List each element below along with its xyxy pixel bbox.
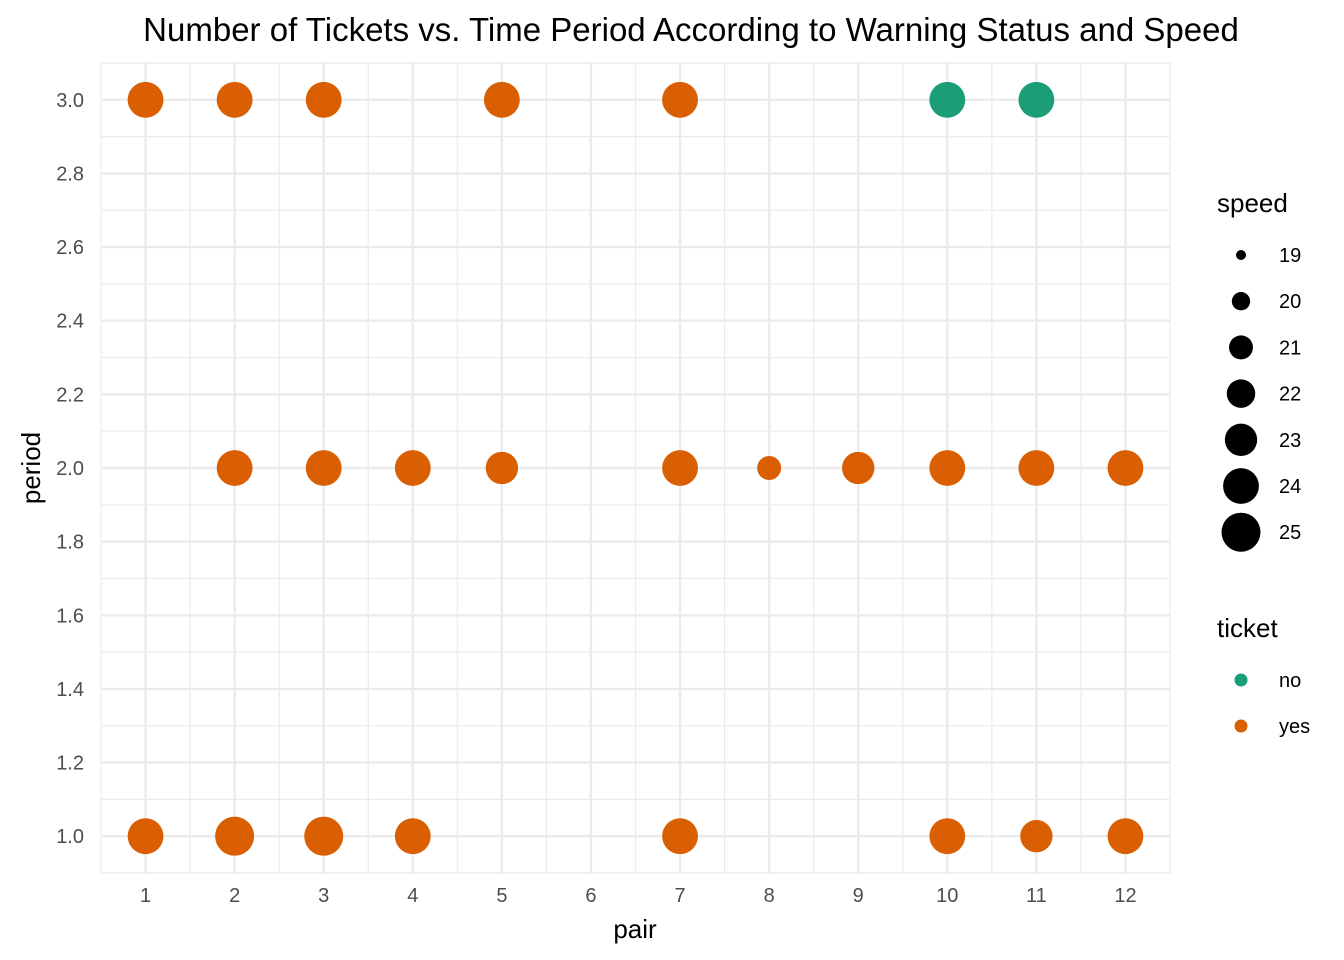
data-point — [929, 450, 966, 486]
data-point — [394, 818, 431, 855]
data-point — [304, 816, 344, 856]
size-legend-key — [1226, 379, 1256, 408]
data-point — [305, 81, 342, 118]
color-legend: ticket no yes — [1217, 613, 1310, 738]
y-tick-label: 2.4 — [56, 311, 84, 333]
size-legend: speed 19 20 21 22 23 24 25 — [1217, 188, 1301, 552]
size-legend-label: 24 — [1279, 476, 1301, 498]
size-legend-label: 20 — [1279, 291, 1301, 313]
x-tick-label: 6 — [585, 885, 596, 907]
x-tick-label: 9 — [853, 885, 864, 907]
y-axis-ticks: 1.0 1.2 1.4 1.6 1.8 2.0 2.2 2.4 2.6 2.8 3.0 — [56, 90, 84, 848]
data-point — [216, 450, 253, 486]
size-legend-key — [1236, 250, 1246, 260]
data-point — [485, 451, 519, 485]
chart-title: Number of Tickets vs. Time Period Accord… — [143, 11, 1239, 48]
grid-lines — [100, 62, 1171, 874]
data-point — [662, 818, 698, 855]
data-point — [127, 81, 164, 118]
x-tick-label: 11 — [1026, 885, 1047, 907]
x-tick-label: 12 — [1114, 885, 1136, 907]
y-tick-label: 1.2 — [56, 753, 84, 775]
y-tick-label: 3.0 — [56, 90, 84, 112]
size-legend-title: speed — [1217, 188, 1288, 218]
x-tick-label: 1 — [140, 885, 151, 907]
size-legend-label: 23 — [1279, 430, 1301, 452]
data-point — [662, 450, 698, 486]
x-tick-label: 2 — [229, 885, 240, 907]
color-legend-title: ticket — [1217, 613, 1278, 643]
size-legend-label: 19 — [1279, 245, 1301, 267]
size-legend-key — [1231, 292, 1251, 311]
data-point — [127, 818, 164, 855]
data-point — [216, 81, 253, 118]
y-tick-label: 2.2 — [56, 384, 84, 406]
color-legend-label: yes — [1279, 716, 1310, 738]
data-point — [1018, 450, 1055, 486]
data-point — [483, 81, 520, 118]
color-legend-key — [1234, 673, 1248, 687]
data-point — [394, 450, 431, 486]
y-tick-label: 1.8 — [56, 532, 84, 554]
data-point — [929, 818, 966, 855]
x-tick-label: 4 — [407, 885, 418, 907]
size-legend-key — [1221, 512, 1261, 552]
size-legend-items: 19 20 21 22 23 24 25 — [1221, 245, 1301, 552]
x-axis-ticks: 1 2 3 4 5 6 7 8 9 10 11 12 — [140, 885, 1137, 907]
size-legend-key — [1224, 423, 1258, 456]
size-legend-label: 21 — [1279, 337, 1301, 359]
data-point — [1020, 820, 1053, 853]
x-tick-label: 10 — [936, 885, 958, 907]
data-point — [662, 81, 698, 118]
y-tick-label: 1.4 — [56, 679, 84, 701]
size-legend-label: 22 — [1279, 384, 1301, 406]
data-points — [127, 81, 1144, 856]
y-tick-label: 2.8 — [56, 163, 84, 185]
x-tick-label: 3 — [318, 885, 329, 907]
size-legend-label: 25 — [1279, 522, 1301, 544]
y-tick-label: 2.6 — [56, 237, 84, 259]
data-point — [757, 456, 782, 480]
x-tick-label: 7 — [674, 885, 685, 907]
data-point — [842, 451, 875, 485]
x-tick-label: 8 — [764, 885, 775, 907]
y-tick-label: 1.6 — [56, 605, 84, 627]
x-tick-label: 5 — [496, 885, 507, 907]
data-point — [215, 816, 255, 856]
color-legend-items: no yes — [1234, 670, 1310, 738]
data-point — [1107, 818, 1144, 855]
y-tick-label: 2.0 — [56, 458, 84, 480]
y-axis-title: period — [16, 432, 46, 504]
size-legend-key — [1223, 468, 1259, 504]
x-axis-title: pair — [613, 914, 657, 944]
data-point — [929, 81, 966, 118]
color-legend-label: no — [1279, 670, 1301, 692]
y-tick-label: 1.0 — [56, 826, 84, 848]
data-point — [1107, 450, 1144, 486]
size-legend-key — [1229, 335, 1253, 360]
color-legend-key — [1234, 719, 1248, 733]
data-point — [305, 450, 342, 486]
data-point — [1018, 81, 1055, 118]
